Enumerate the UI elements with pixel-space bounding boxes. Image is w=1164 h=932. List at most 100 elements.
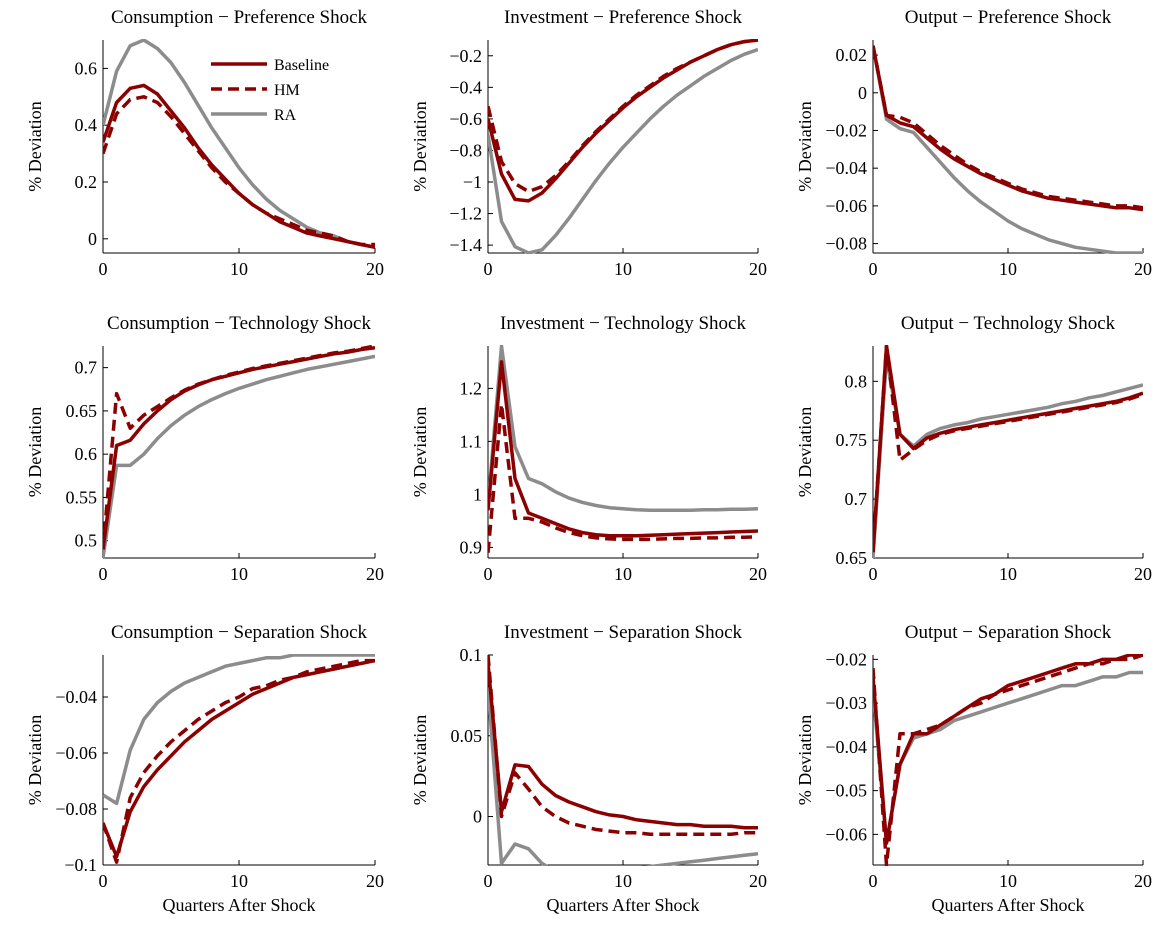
panel-title: Output − Preference Shock (905, 7, 1112, 28)
panel-title: Consumption − Technology Shock (107, 313, 371, 334)
x-tick-label: 10 (999, 564, 1017, 584)
y-tick-label: 0.65 (66, 401, 98, 421)
series-line-ra (873, 45, 1143, 254)
x-tick-label: 20 (749, 259, 767, 279)
y-tick-label: −0.08 (55, 799, 97, 819)
x-axis-label: Quarters After Shock (547, 895, 700, 915)
series-group (873, 45, 1143, 254)
series-line-hm (488, 402, 758, 553)
y-axis-label: % Deviation (795, 407, 815, 497)
x-tick-label: 20 (749, 871, 767, 891)
panel-title: Output − Technology Shock (901, 313, 1116, 334)
series-line-ra (488, 47, 758, 254)
y-tick-label: −0.03 (825, 693, 867, 713)
x-tick-label: 0 (869, 564, 878, 584)
x-tick-label: 0 (484, 259, 493, 279)
series-group (103, 39, 375, 250)
x-tick-label: 20 (366, 564, 384, 584)
panel-title: Investment − Separation Shock (504, 622, 743, 643)
y-tick-label: −0.2 (449, 46, 482, 66)
x-tick-label: 20 (1134, 259, 1152, 279)
y-tick-label: −0.04 (825, 737, 867, 757)
series-line-hm (103, 345, 375, 550)
y-tick-label: 1.1 (460, 431, 483, 451)
panel-output-technology-shock: Output − Technology Shock 0 10 20 0.65 0.7 0.7… (795, 313, 1152, 584)
y-tick-label: 0.02 (836, 45, 868, 65)
series-line-hm (873, 45, 1143, 210)
y-tick-label: 0 (88, 229, 97, 249)
y-tick-label: 0.8 (845, 371, 868, 391)
panel-investment-preference-shock: Investment − Preference Shock 0 10 20 −1.4 −1… (410, 7, 767, 279)
x-tick-label: 10 (614, 259, 632, 279)
y-tick-label: 0.6 (75, 444, 98, 464)
y-tick-label: 0.7 (75, 358, 98, 378)
panel-title: Output − Separation Shock (905, 622, 1112, 643)
panel-title: Consumption − Preference Shock (111, 7, 368, 28)
y-tick-label: 0.4 (75, 115, 98, 135)
y-tick-label: −0.8 (449, 140, 482, 160)
series-group (103, 654, 375, 864)
series-group (873, 345, 1143, 559)
series-line-baseline (103, 345, 375, 550)
x-tick-label: 20 (749, 564, 767, 584)
x-tick-label: 20 (366, 259, 384, 279)
x-tick-label: 0 (99, 871, 108, 891)
series-line-baseline (873, 345, 1143, 553)
series-line-hm (103, 658, 375, 864)
x-tick-label: 0 (484, 564, 493, 584)
y-axis-label: % Deviation (795, 715, 815, 805)
panel-title: Consumption − Separation Shock (111, 622, 368, 643)
x-tick-label: 10 (230, 564, 248, 584)
series-line-baseline (488, 39, 758, 203)
series-line-ra (103, 654, 375, 806)
series-line-baseline (103, 658, 375, 859)
y-axis-label: % Deviation (410, 715, 430, 805)
series-group (488, 345, 758, 553)
legend-label-ra: RA (274, 107, 297, 124)
y-tick-label: −0.05 (825, 781, 867, 801)
x-tick-label: 0 (99, 564, 108, 584)
y-axis-label: % Deviation (410, 101, 430, 191)
series-line-hm (488, 39, 758, 194)
y-axis-label: % Deviation (25, 715, 45, 805)
y-axis-label: % Deviation (410, 407, 430, 497)
y-tick-label: −0.02 (825, 649, 867, 669)
y-tick-label: 1.2 (460, 378, 483, 398)
y-tick-label: −0.04 (55, 687, 97, 707)
y-tick-label: −0.06 (825, 824, 867, 844)
panel-consumption-technology-shock: Consumption − Technology Shock 0 10 20 0.5 0.… (25, 313, 384, 584)
y-tick-label: −0.06 (825, 196, 867, 216)
y-tick-label: −1.4 (449, 235, 482, 255)
series-group (488, 654, 758, 866)
y-tick-label: 1 (473, 484, 482, 504)
panel-investment-separation-shock: Investment − Separation Shock 0 10 20 0 0.05 0… (410, 622, 767, 915)
series-line-hm (873, 345, 1143, 553)
y-tick-label: −0.4 (449, 77, 482, 97)
y-tick-label: 0.05 (451, 726, 483, 746)
legend-label-baseline: Baseline (274, 57, 329, 74)
y-tick-label: 0.6 (75, 58, 98, 78)
y-tick-label: −0.6 (449, 109, 482, 129)
series-line-baseline (488, 360, 758, 538)
y-tick-label: −0.08 (825, 234, 867, 254)
x-tick-label: 0 (869, 259, 878, 279)
x-tick-label: 10 (614, 564, 632, 584)
series-line-ra (873, 670, 1143, 845)
y-tick-label: 0.75 (836, 430, 868, 450)
y-tick-label: −0.1 (64, 855, 97, 875)
panel-title: Investment − Preference Shock (504, 7, 743, 28)
y-tick-label: 0.7 (845, 489, 868, 509)
x-tick-label: 10 (230, 259, 248, 279)
x-tick-label: 0 (869, 871, 878, 891)
series-group (488, 39, 758, 254)
y-tick-label: −0.02 (825, 120, 867, 140)
y-axis-label: % Deviation (795, 101, 815, 191)
x-tick-label: 10 (999, 871, 1017, 891)
series-line-baseline (873, 654, 1143, 845)
y-tick-label: 0.2 (75, 172, 98, 192)
series-line-ra (873, 356, 1143, 559)
panel-title: Investment − Technology Shock (500, 313, 746, 334)
series-group (103, 345, 375, 559)
panel-output-separation-shock: Output − Separation Shock 0 10 20 −0.06 −0.05… (795, 622, 1152, 915)
